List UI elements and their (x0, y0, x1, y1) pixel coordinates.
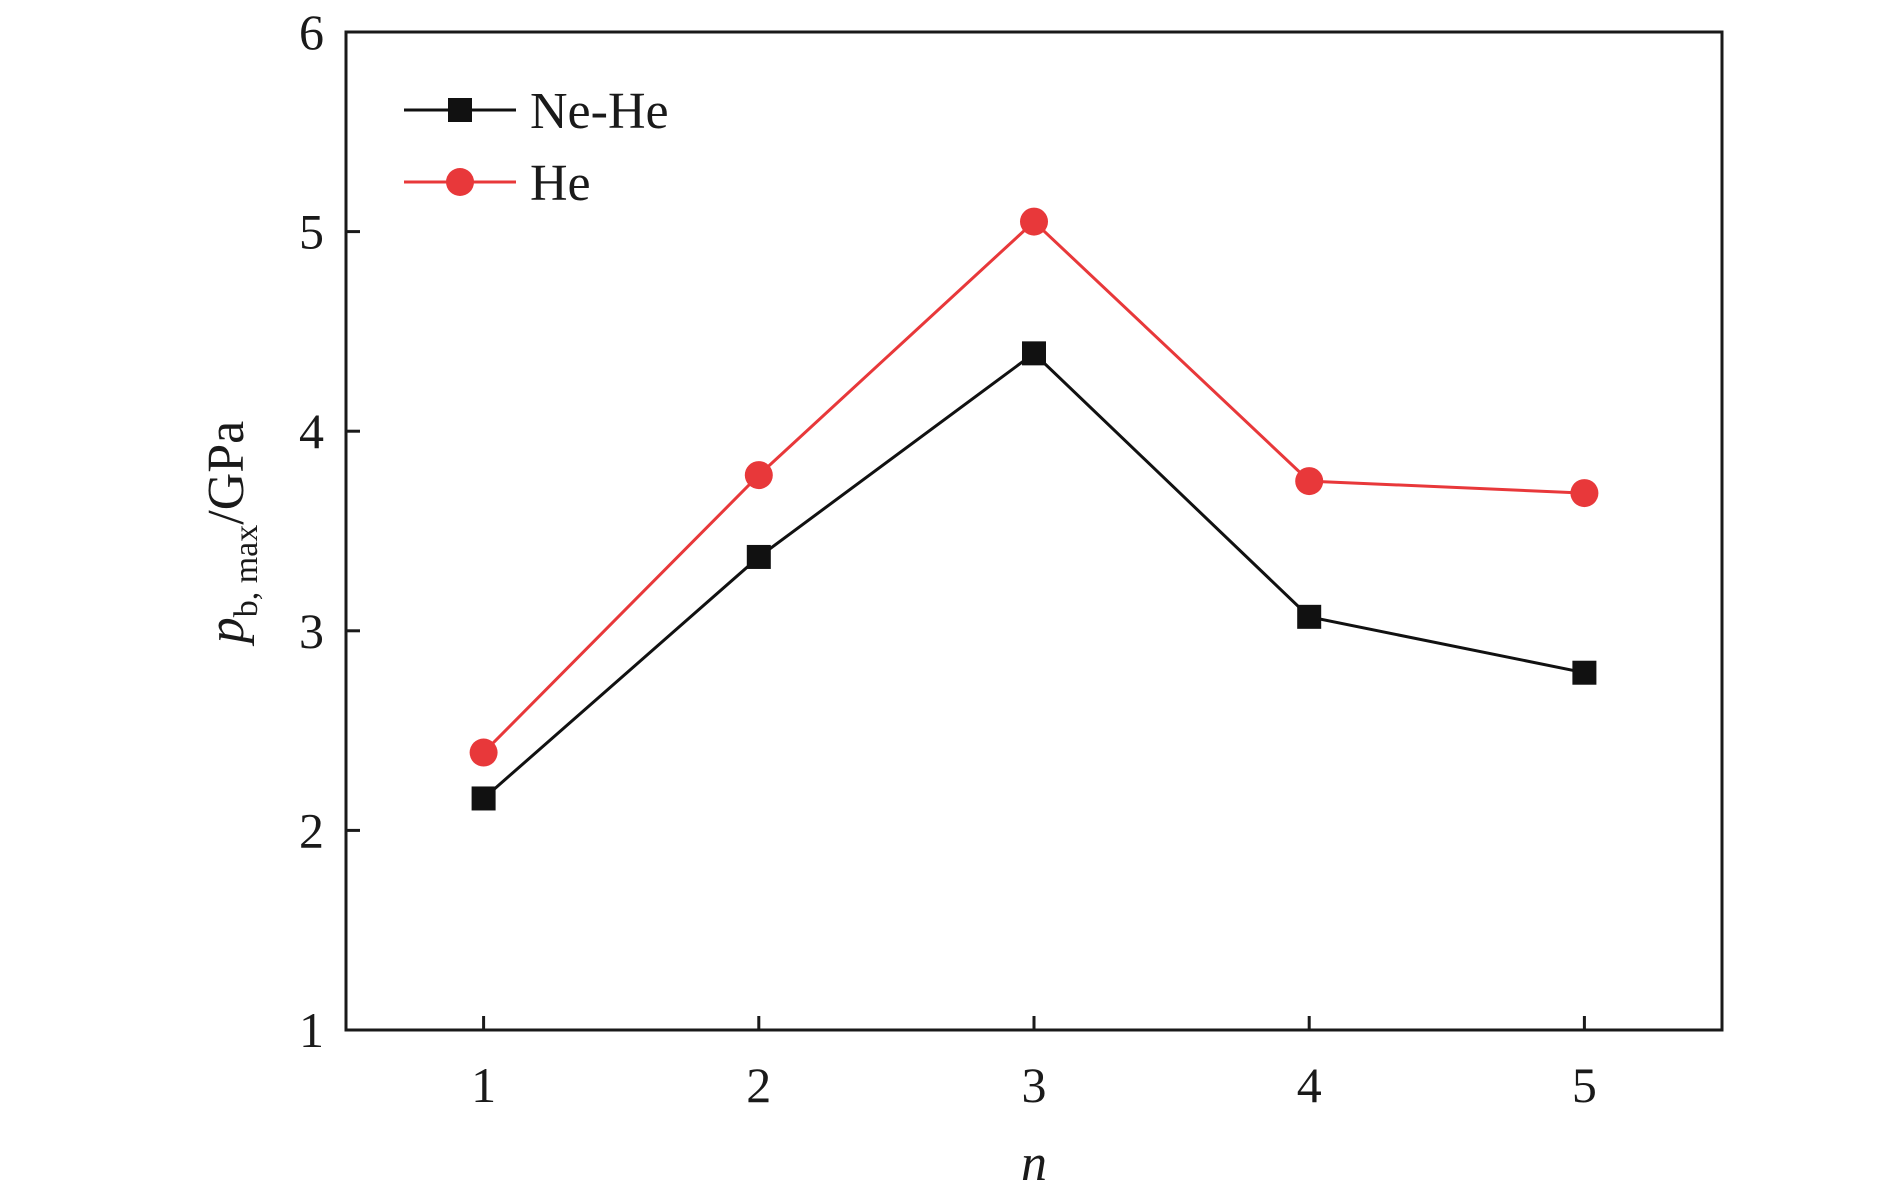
data-point-he (469, 738, 498, 767)
series-ne-he (471, 341, 1597, 811)
x-tick-label: 1 (471, 1057, 496, 1113)
series-layer (469, 207, 1599, 811)
x-tick-label: 2 (746, 1057, 771, 1113)
x-tick-label: 4 (1297, 1057, 1322, 1113)
data-point-ne-he (746, 544, 771, 569)
y-tick-label: 5 (299, 204, 324, 260)
legend-label: Ne-He (530, 83, 669, 140)
x-tick-label: 5 (1572, 1057, 1597, 1113)
legend-label: He (530, 155, 591, 212)
legend-item-he: He (404, 155, 591, 212)
y-axis-title: pb, max/GPa (198, 421, 265, 648)
y-tick-label: 3 (299, 603, 324, 659)
series-line-he (482, 219, 1585, 754)
legend-marker (448, 98, 472, 122)
data-point-ne-he (1297, 604, 1322, 629)
x-axis-title: n (1021, 1135, 1047, 1192)
data-point-he (1020, 207, 1048, 236)
legend-marker (446, 168, 474, 196)
data-point-ne-he (1022, 341, 1046, 366)
plot-frame (344, 30, 1724, 1032)
y-tick-label: 1 (299, 1002, 324, 1058)
x-axis-ticks: 1 2 3 4 5 (471, 1016, 1597, 1113)
y-axis-title-suffix: /GPa (198, 421, 255, 525)
series-line-ne-he (482, 351, 1585, 800)
series-he (469, 207, 1599, 767)
y-tick-label: 4 (299, 403, 324, 459)
y-tick-label: 2 (299, 802, 324, 858)
data-point-ne-he (471, 786, 496, 811)
y-axis-title-main: p (198, 617, 255, 647)
data-point-he (1295, 467, 1324, 496)
y-tick-label: 6 (299, 4, 324, 60)
data-point-he (744, 461, 773, 490)
x-tick-label: 3 (1022, 1057, 1047, 1113)
y-axis-ticks: 1 2 3 4 5 6 (299, 4, 360, 1058)
y-axis-title-subscript: b, max (228, 525, 265, 618)
data-point-he (1570, 479, 1599, 508)
data-point-ne-he (1572, 660, 1597, 685)
legend: Ne-He He (404, 83, 669, 212)
legend-item-ne-he: Ne-He (404, 83, 669, 140)
